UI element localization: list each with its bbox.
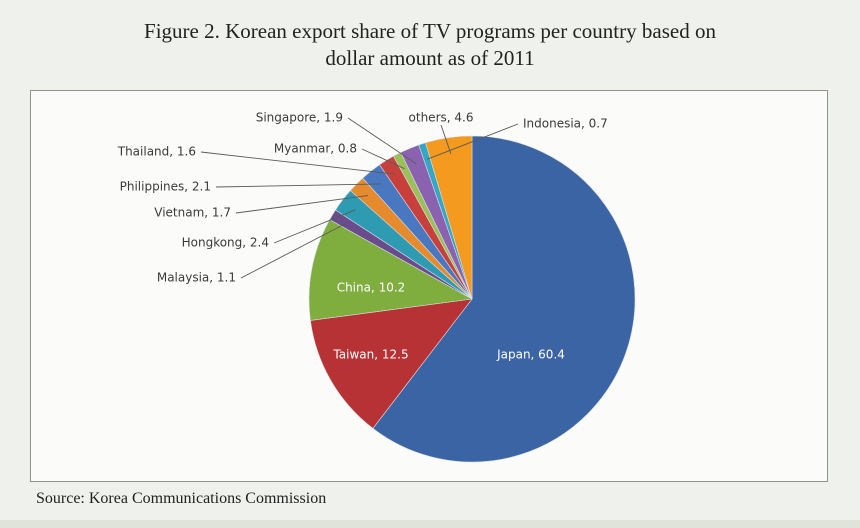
pie-slices xyxy=(308,135,636,463)
slice-label-vietnam: Vietnam, 1.7 xyxy=(154,206,231,220)
slice-label-hongkong: Hongkong, 2.4 xyxy=(182,236,269,250)
slice-label-philippines: Philippines, 2.1 xyxy=(120,180,211,194)
slice-label-singapore: Singapore, 1.9 xyxy=(256,111,343,125)
slice-label-myanmar: Myanmar, 0.8 xyxy=(274,142,357,156)
figure-title: Figure 2. Korean export share of TV prog… xyxy=(0,18,860,72)
slice-label-thailand: Thailand, 1.6 xyxy=(117,145,196,159)
leader-line-thailand xyxy=(200,151,396,175)
leader-line-indonesia xyxy=(426,123,519,160)
leader-line-hongkong xyxy=(273,209,356,244)
pie-slice-japan xyxy=(372,135,636,463)
slice-label-malaysia: Malaysia, 1.1 xyxy=(157,271,236,285)
pie-slice-others xyxy=(425,135,473,300)
leader-lines xyxy=(200,117,519,279)
source-note: Source: Korea Communications Commission xyxy=(36,490,327,507)
chart-frame: Japan, 60.4 Taiwan, 12.5 China, 10.2 Malays… xyxy=(30,90,828,482)
figure-title-line2: dollar amount as of 2011 xyxy=(325,46,535,70)
leader-line-philippines xyxy=(215,183,382,188)
leader-line-malaysia xyxy=(240,222,347,279)
slice-label-taiwan: Taiwan, 12.5 xyxy=(332,348,408,362)
leader-line-vietnam xyxy=(235,195,368,214)
slice-label-japan: Japan, 60.4 xyxy=(496,348,565,362)
slice-label-china: China, 10.2 xyxy=(337,281,406,295)
slice-label-indonesia: Indonesia, 0.7 xyxy=(523,117,608,131)
pie-slice-taiwan xyxy=(310,298,473,429)
slice-labels: Japan, 60.4 Taiwan, 12.5 China, 10.2 Malays… xyxy=(117,111,608,362)
slice-label-others: others, 4.6 xyxy=(409,111,474,125)
leader-line-myanmar xyxy=(361,148,405,170)
figure-title-line1: Figure 2. Korean export share of TV prog… xyxy=(144,19,716,43)
pie-chart: Japan, 60.4 Taiwan, 12.5 China, 10.2 Malays… xyxy=(117,111,636,463)
leader-line-singapore xyxy=(347,117,417,164)
bottom-strip xyxy=(0,520,860,528)
pie-slice-china xyxy=(308,219,473,321)
leader-line-others xyxy=(440,124,452,154)
